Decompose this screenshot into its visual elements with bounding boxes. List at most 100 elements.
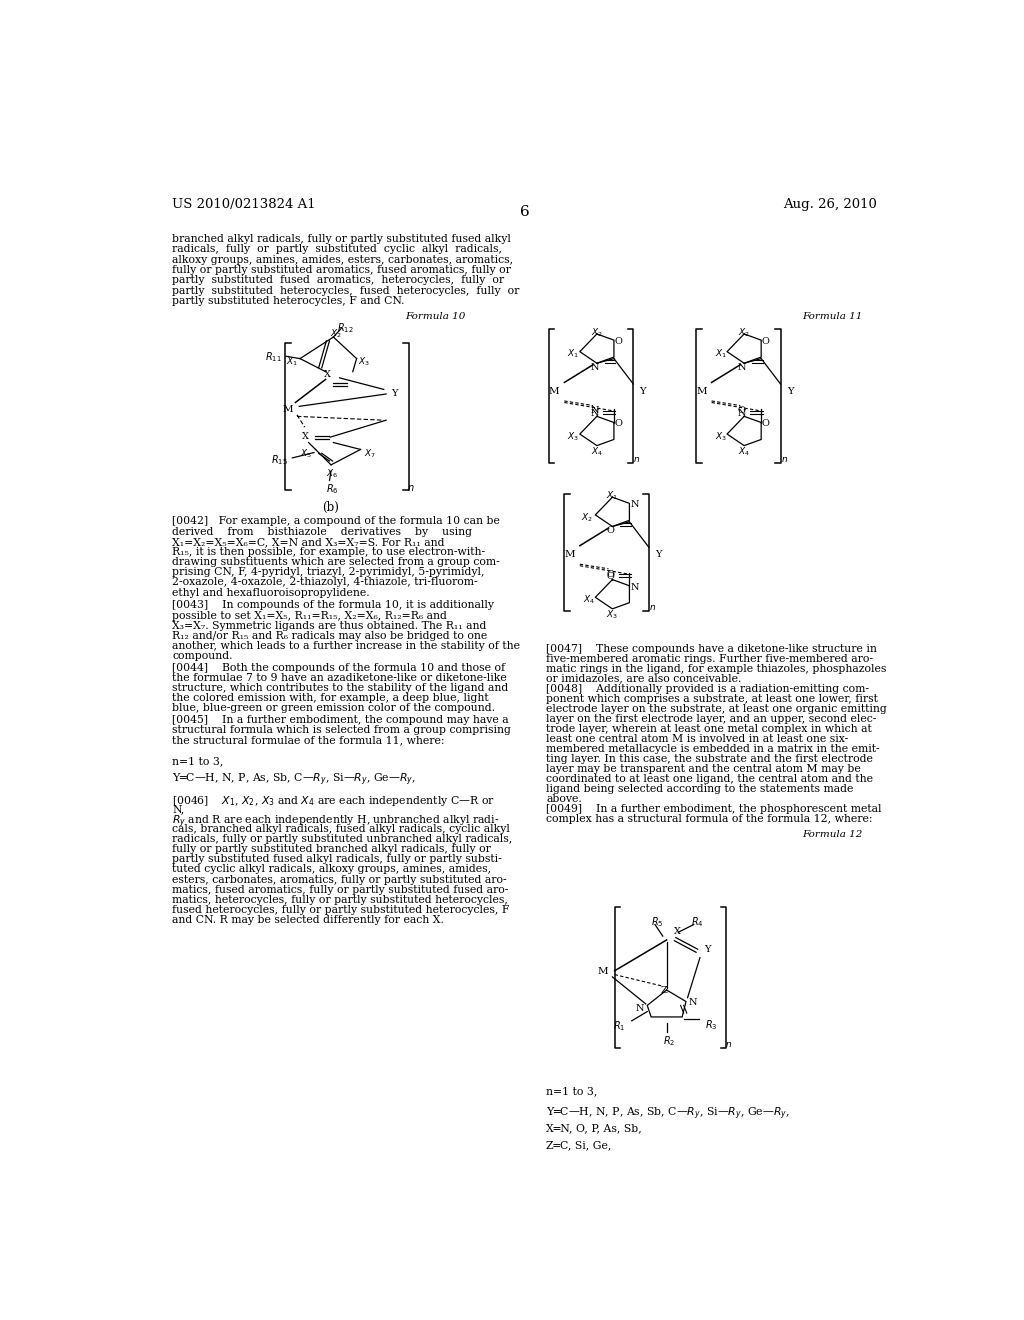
Text: M: M [696,387,707,396]
Text: N: N [591,363,599,372]
Text: N: N [630,582,639,591]
Text: Y: Y [655,550,662,560]
Text: ting layer. In this case, the substrate and the first electrode: ting layer. In this case, the substrate … [547,754,873,763]
Text: $X_1$: $X_1$ [286,355,298,368]
Text: five-membered aromatic rings. Further five-membered aro-: five-membered aromatic rings. Further fi… [547,653,873,664]
Text: $X_2$: $X_2$ [738,326,750,339]
Text: Formula 10: Formula 10 [406,313,466,321]
Text: matics, heterocycles, fully or partly substituted heterocycles,: matics, heterocycles, fully or partly su… [172,895,508,906]
Text: $R_y$ and R are each independently H, unbranched alkyl radi-: $R_y$ and R are each independently H, un… [172,813,500,830]
Text: N: N [738,363,746,372]
Text: n=1 to 3,: n=1 to 3, [172,756,223,766]
Text: $R_5$: $R_5$ [651,915,664,929]
Text: structural formula which is selected from a group comprising: structural formula which is selected fro… [172,725,511,735]
Text: cals, branched alkyl radicals, fused alkyl radicals, cyclic alkyl: cals, branched alkyl radicals, fused alk… [172,824,510,834]
Text: Y: Y [640,387,646,396]
Text: $R_3$: $R_3$ [705,1018,717,1031]
Text: radicals, fully or partly substituted unbranched alkyl radicals,: radicals, fully or partly substituted un… [172,834,512,843]
Text: fused heterocycles, fully or partly substituted heterocycles, F: fused heterocycles, fully or partly subs… [172,906,510,915]
Text: the colored emission with, for example, a deep blue, light: the colored emission with, for example, … [172,693,488,704]
Text: X: X [302,432,309,441]
Text: N: N [591,407,599,416]
Text: $n$: $n$ [725,1040,732,1049]
Text: Z: Z [660,986,668,995]
Text: N: N [636,1003,644,1012]
Text: X: X [675,927,681,936]
Text: [0042]   For example, a compound of the formula 10 can be: [0042] For example, a compound of the fo… [172,516,500,527]
Text: X: X [324,370,331,379]
Text: Z═C, Si, Ge,: Z═C, Si, Ge, [547,1140,612,1150]
Text: matics, fused aromatics, fully or partly substituted fused aro-: matics, fused aromatics, fully or partly… [172,884,509,895]
Text: O: O [606,570,614,578]
Text: Y═C—H, N, P, As, Sb, C—$R_y$, Si—$R_y$, Ge—$R_y$,: Y═C—H, N, P, As, Sb, C—$R_y$, Si—$R_y$, … [172,772,416,788]
Text: $X_1$: $X_1$ [606,490,618,502]
Text: ligand being selected according to the statements made: ligand being selected according to the s… [547,784,854,793]
Text: M: M [283,405,293,413]
Text: $n$: $n$ [407,483,415,494]
Text: drawing substituents which are selected from a group com-: drawing substituents which are selected … [172,557,500,568]
Text: $R_{15}$: $R_{15}$ [270,453,288,467]
Text: Y═C—H, N, P, As, Sb, C—$R_y$, Si—$R_y$, Ge—$R_y$,: Y═C—H, N, P, As, Sb, C—$R_y$, Si—$R_y$, … [547,1106,791,1122]
Text: partly substituted fused alkyl radicals, fully or partly substi-: partly substituted fused alkyl radicals,… [172,854,502,865]
Text: Aug. 26, 2010: Aug. 26, 2010 [783,198,878,211]
Text: alkoxy groups, amines, amides, esters, carbonates, aromatics,: alkoxy groups, amines, amides, esters, c… [172,255,513,264]
Text: $X_4$: $X_4$ [591,446,603,458]
Text: complex has a structural formula of the formula 12, where:: complex has a structural formula of the … [547,813,873,824]
Text: n=1 to 3,: n=1 to 3, [547,1086,598,1096]
Text: O: O [614,420,623,429]
Text: O: O [614,337,623,346]
Text: partly substituted heterocycles, F and CN.: partly substituted heterocycles, F and C… [172,296,404,306]
Text: $X_4$: $X_4$ [738,446,751,458]
Text: $X_3$: $X_3$ [606,609,618,622]
Text: least one central atom M is involved in at least one six-: least one central atom M is involved in … [547,734,849,743]
Text: $n$: $n$ [649,603,656,612]
Text: M: M [549,387,559,396]
Text: $X_2$: $X_2$ [582,511,593,524]
Text: [0045]    In a further embodiment, the compound may have a: [0045] In a further embodiment, the comp… [172,715,509,725]
Text: [0044]    Both the compounds of the formula 10 and those of: [0044] Both the compounds of the formula… [172,663,505,673]
Text: above.: above. [547,793,583,804]
Text: $n$: $n$ [633,455,640,463]
Text: $X_3$: $X_3$ [567,430,580,442]
Text: [0047]    These compounds have a diketone-like structure in: [0047] These compounds have a diketone-l… [547,644,878,653]
Text: esters, carbonates, aromatics, fully or partly substituted aro-: esters, carbonates, aromatics, fully or … [172,875,507,884]
Text: $X_7$: $X_7$ [364,447,376,461]
Text: $n$: $n$ [780,455,787,463]
Text: X₃=X₇. Symmetric ligands are thus obtained. The R₁₁ and: X₃=X₇. Symmetric ligands are thus obtain… [172,620,486,631]
Text: R₁₂ and/or R₁₅ and R₆ radicals may also be bridged to one: R₁₂ and/or R₁₅ and R₆ radicals may also … [172,631,487,642]
Text: $R_1$: $R_1$ [613,1019,626,1034]
Text: X═N, O, P, As, Sb,: X═N, O, P, As, Sb, [547,1123,642,1133]
Text: partly  substituted  heterocycles,  fused  heterocycles,  fully  or: partly substituted heterocycles, fused h… [172,286,519,296]
Text: $X_3$: $X_3$ [715,430,727,442]
Text: M: M [598,966,608,975]
Text: Y: Y [703,945,711,954]
Text: the formulae 7 to 9 have an azadiketone-like or diketone-like: the formulae 7 to 9 have an azadiketone-… [172,673,507,682]
Text: O: O [738,407,745,416]
Text: O: O [762,420,770,429]
Text: branched alkyl radicals, fully or partly substituted fused alkyl: branched alkyl radicals, fully or partly… [172,234,511,244]
Text: $X_4$: $X_4$ [583,594,595,606]
Text: N: N [630,500,639,510]
Text: M: M [564,550,574,560]
Text: layer may be transparent and the central atom M may be: layer may be transparent and the central… [547,763,861,774]
Text: fully or partly substituted branched alkyl radicals, fully or: fully or partly substituted branched alk… [172,845,492,854]
Text: possible to set X₁=X₅, R₁₁=R₁₅, X₂=X₆, R₁₂=R₆ and: possible to set X₁=X₅, R₁₁=R₁₅, X₂=X₆, R… [172,611,447,620]
Text: N,: N, [172,804,184,814]
Text: coordinated to at least one ligand, the central atom and the: coordinated to at least one ligand, the … [547,774,873,784]
Text: partly  substituted  fused  aromatics,  heterocycles,  fully  or: partly substituted fused aromatics, hete… [172,276,504,285]
Text: blue, blue-green or green emission color of the compound.: blue, blue-green or green emission color… [172,704,496,713]
Text: 6: 6 [520,205,529,219]
Text: layer on the first electrode layer, and an upper, second elec-: layer on the first electrode layer, and … [547,714,877,723]
Text: 2-oxazole, 4-oxazole, 2-thiazolyl, 4-thiazole, tri-fluorom-: 2-oxazole, 4-oxazole, 2-thiazolyl, 4-thi… [172,577,478,587]
Text: another, which leads to a further increase in the stability of the: another, which leads to a further increa… [172,642,520,651]
Text: or imidazoles, are also conceivable.: or imidazoles, are also conceivable. [547,673,741,684]
Text: ponent which comprises a substrate, at least one lower, first: ponent which comprises a substrate, at l… [547,693,879,704]
Text: $X_6$: $X_6$ [327,467,339,479]
Text: structure, which contributes to the stability of the ligand and: structure, which contributes to the stab… [172,682,509,693]
Text: compound.: compound. [172,651,232,661]
Text: and CN. R may be selected differently for each X.: and CN. R may be selected differently fo… [172,915,444,925]
Text: Formula 12: Formula 12 [802,830,862,838]
Text: radicals,  fully  or  partly  substituted  cyclic  alkyl  radicals,: radicals, fully or partly substituted cy… [172,244,502,255]
Text: ethyl and hexafluoroisopropylidene.: ethyl and hexafluoroisopropylidene. [172,587,370,598]
Text: $X_5$: $X_5$ [300,447,312,461]
